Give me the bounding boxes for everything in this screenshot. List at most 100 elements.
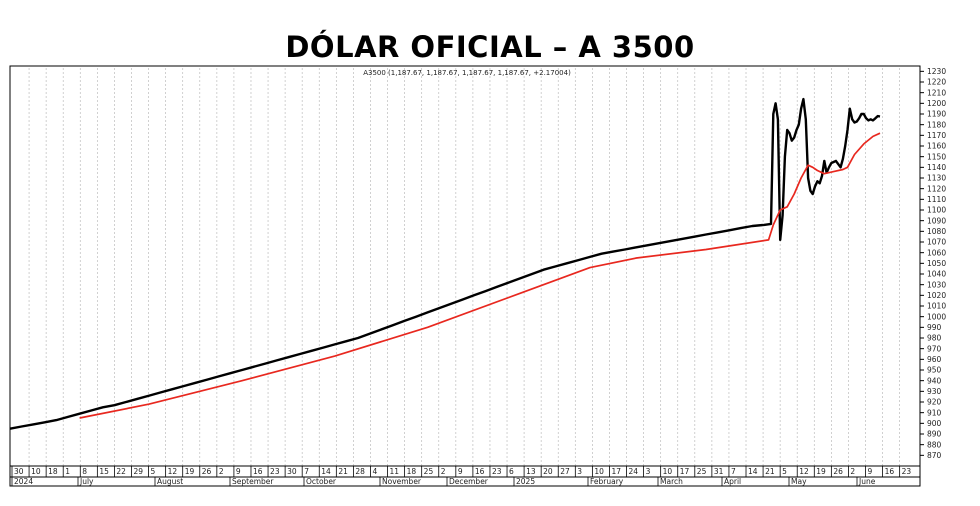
y-tick-label: 1080	[927, 227, 946, 236]
y-tick-label: 910	[927, 408, 942, 417]
y-tick-label: 1120	[927, 184, 946, 193]
x-tick-label: 4	[372, 467, 377, 476]
x-tick-label: 13	[526, 467, 536, 476]
x-tick-label: 23	[270, 467, 280, 476]
x-tick-label: 18	[407, 467, 417, 476]
y-tick-label: 1030	[927, 280, 946, 289]
x-tick-label: 17	[611, 467, 621, 476]
month-label: March	[660, 477, 683, 486]
y-tick-label: 1100	[927, 206, 946, 215]
y-tick-label: 1050	[927, 259, 946, 268]
x-tick-label: 19	[185, 467, 195, 476]
x-tick-label: 26	[833, 467, 843, 476]
series-line-moving-average	[79, 132, 881, 419]
y-tick-label: 1130	[927, 174, 946, 183]
month-label: October	[306, 477, 337, 486]
x-tick-label: 31	[714, 467, 724, 476]
x-tick-label: 2	[219, 467, 224, 476]
x-tick-label: 11	[390, 467, 400, 476]
y-tick-label: 1060	[927, 248, 946, 257]
x-tick-label: 22	[116, 467, 126, 476]
y-tick-label: 960	[927, 355, 942, 364]
x-tick-label: 23	[902, 467, 912, 476]
x-tick-label: 12	[799, 467, 809, 476]
y-tick-label: 890	[927, 430, 942, 439]
y-tick-label: 1110	[927, 195, 946, 204]
x-tick-label: 15	[99, 467, 109, 476]
x-tick-label: 12	[168, 467, 178, 476]
month-label: June	[858, 477, 876, 486]
x-tick-label: 16	[475, 467, 485, 476]
x-tick-label: 25	[424, 467, 434, 476]
x-tick-label: 9	[868, 467, 873, 476]
x-tick-label: 21	[765, 467, 775, 476]
month-label: December	[449, 477, 489, 486]
legend-text: A3500 (1,187.67, 1,187.67, 1,187.67, 1,1…	[363, 69, 571, 77]
y-tick-label: 870	[927, 451, 942, 460]
x-tick-label: 2	[850, 467, 855, 476]
x-tick-label: 30	[14, 467, 24, 476]
x-tick-label: 3	[577, 467, 582, 476]
x-tick-label: 19	[816, 467, 826, 476]
y-tick-label: 1040	[927, 270, 946, 279]
x-axis: 30 10 18 1 8 15 22 29 5 12 19 26 2 9 16 23 30 7 14 21 28 4 11 1…	[11, 466, 912, 486]
x-tick-label: 10	[31, 467, 41, 476]
month-label: July	[79, 477, 94, 486]
y-tick-label: 980	[927, 334, 942, 343]
chart-title: DÓLAR OFICIAL – A 3500	[285, 30, 695, 64]
x-tick-label: 6	[509, 467, 514, 476]
x-tick-label: 9	[458, 467, 463, 476]
x-tick-label: 24	[629, 467, 639, 476]
month-label: November	[382, 477, 422, 486]
y-tick-label: 990	[927, 323, 942, 332]
y-tick-label: 1070	[927, 238, 946, 247]
y-tick-label: 920	[927, 398, 942, 407]
x-tick-label: 2	[441, 467, 446, 476]
x-tick-label: 14	[321, 467, 331, 476]
y-tick-label: 1220	[927, 78, 946, 87]
y-tick-label: 1180	[927, 120, 946, 129]
month-label: April	[724, 477, 741, 486]
x-tick-label: 14	[748, 467, 758, 476]
x-tick-label: 7	[304, 467, 309, 476]
series-layer	[9, 97, 881, 430]
x-tick-label: 25	[697, 467, 707, 476]
y-tick-label: 1000	[927, 312, 946, 321]
x-tick-label: 10	[594, 467, 604, 476]
y-tick-label: 1210	[927, 88, 946, 97]
y-tick-label: 940	[927, 376, 942, 385]
x-tick-label: 29	[133, 467, 143, 476]
x-tick-label: 5	[782, 467, 787, 476]
y-tick-label: 1140	[927, 163, 946, 172]
x-tick-label: 8	[82, 467, 87, 476]
x-tick-label: 28	[355, 467, 365, 476]
x-tick-label: 9	[236, 467, 241, 476]
month-label: 2024	[14, 477, 33, 486]
y-tick-label: 1010	[927, 302, 946, 311]
month-label: 2025	[516, 477, 535, 486]
y-tick-label: 1190	[927, 110, 946, 119]
y-tick-label: 1020	[927, 291, 946, 300]
x-tick-label: 21	[338, 467, 348, 476]
y-tick-label: 970	[927, 344, 942, 353]
y-tick-label: 900	[927, 419, 942, 428]
y-tick-label: 1090	[927, 216, 946, 225]
month-label: September	[232, 477, 274, 486]
y-tick-label: 930	[927, 387, 942, 396]
y-tick-label: 1200	[927, 99, 946, 108]
y-tick-label: 950	[927, 366, 942, 375]
x-tick-label: 10	[663, 467, 673, 476]
x-tick-label: 27	[560, 467, 570, 476]
x-tick-label: 23	[492, 467, 502, 476]
y-tick-label: 1150	[927, 152, 946, 161]
x-tick-label: 5	[151, 467, 156, 476]
x-tick-label: 18	[48, 467, 58, 476]
month-label: August	[157, 477, 183, 486]
month-label: May	[791, 477, 807, 486]
y-tick-label: 1170	[927, 131, 946, 140]
y-tick-label: 1160	[927, 142, 946, 151]
plot-frame	[9, 65, 921, 487]
x-tick-label: 16	[253, 467, 263, 476]
